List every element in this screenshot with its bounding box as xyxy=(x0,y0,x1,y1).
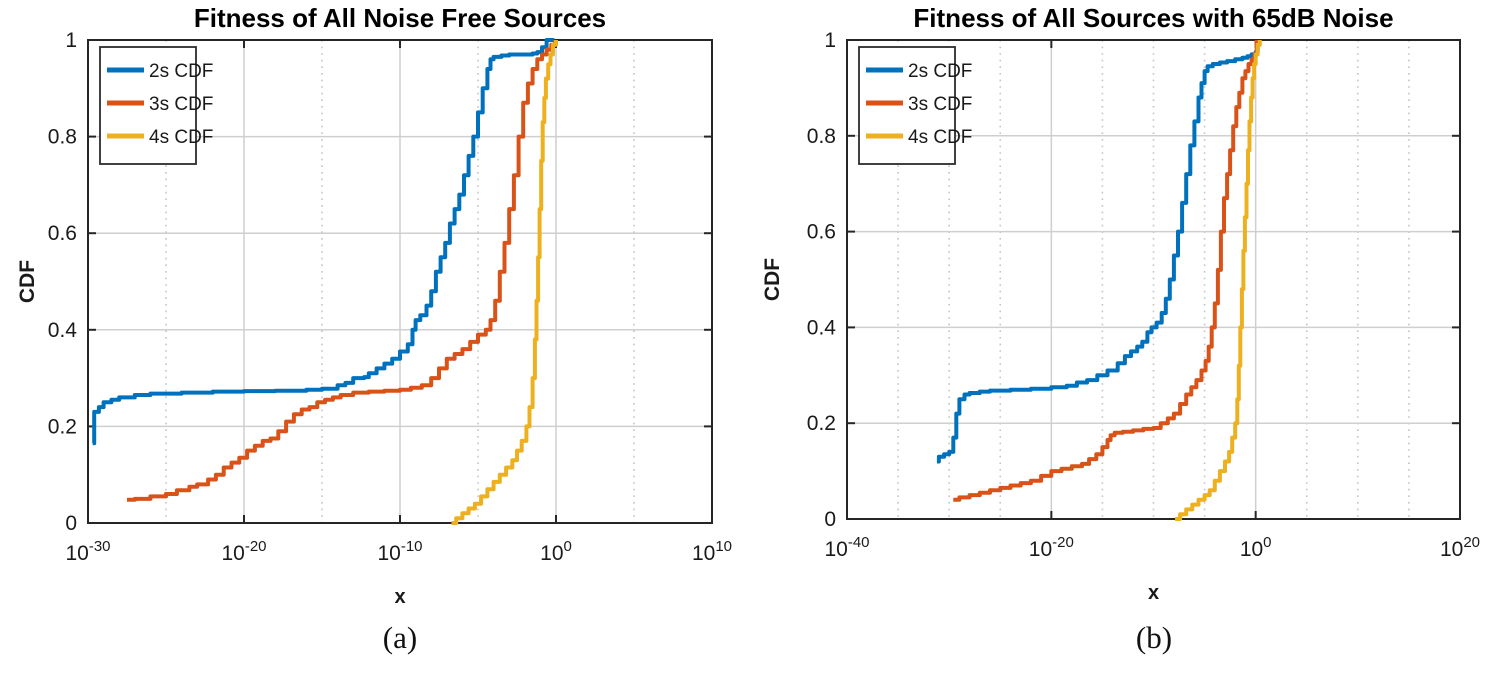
legend-label: 2s CDF xyxy=(149,61,213,82)
y-tick-label: 0.2 xyxy=(807,412,836,435)
x-tick-label: 1010 xyxy=(692,538,732,565)
x-tick-label: 10-20 xyxy=(221,538,266,565)
series-4s-cdf xyxy=(451,40,558,525)
legend-label: 2s CDF xyxy=(908,61,972,82)
caption-b: (b) xyxy=(1135,620,1173,655)
y-tick-label: 0.6 xyxy=(48,222,77,245)
legend-label: 4s CDF xyxy=(908,127,972,148)
plot-box xyxy=(846,39,1461,520)
y-tick-label: 0 xyxy=(824,508,836,531)
y-tick-label: 1 xyxy=(824,29,836,52)
series-2s-cdf xyxy=(936,40,1260,464)
legend-label: 3s CDF xyxy=(908,94,972,115)
y-tick-label: 0.6 xyxy=(807,221,836,244)
y-tick-label: 0.8 xyxy=(48,126,77,149)
y-tick-label: 0.8 xyxy=(807,125,836,148)
y-tick-label: 0.4 xyxy=(807,316,837,339)
y-tick-label: 0.4 xyxy=(48,319,78,342)
x-tick-label: 10-40 xyxy=(824,534,869,561)
plot-title: Fitness of All Sources with 65dB Noise xyxy=(913,3,1393,33)
x-axis-label: x xyxy=(1148,582,1159,604)
y-tick-label: 0 xyxy=(65,512,77,535)
x-tick-label: 100 xyxy=(540,538,572,565)
x-tick-label: 10-30 xyxy=(65,538,110,565)
series-3s-cdf xyxy=(127,40,558,502)
x-tick-label: 10-10 xyxy=(377,538,422,565)
x-tick-label: 100 xyxy=(1240,534,1272,561)
x-tick-label: 1020 xyxy=(1440,534,1480,561)
legend-label: 4s CDF xyxy=(149,127,213,148)
cdf-plot-noise-free: 10-30 10-20 10-10 100 1010 0 0.2 0.4 0.6 0.8 1 Fitn… xyxy=(16,3,732,608)
cdf-plot-65db-noise: 10-40 10-20 100 1020 0 0.2 0.4 0.6 0.8 1 Fitness o… xyxy=(761,3,1480,604)
plot-title: Fitness of All Noise Free Sources xyxy=(194,3,606,33)
x-axis-label: x xyxy=(394,586,405,608)
legend-label: 3s CDF xyxy=(149,94,213,115)
series-4s-cdf xyxy=(1175,40,1262,521)
caption-a: (a) xyxy=(382,620,418,655)
series-3s-cdf xyxy=(953,40,1259,502)
y-axis-label: CDF xyxy=(761,258,784,301)
x-tick-label: 10-20 xyxy=(1029,534,1074,561)
series-2s-cdf xyxy=(92,38,555,446)
legend-box xyxy=(99,46,197,165)
y-tick-label: 0.2 xyxy=(48,415,77,438)
y-tick-label: 1 xyxy=(65,29,77,52)
y-axis-label: CDF xyxy=(16,260,39,303)
